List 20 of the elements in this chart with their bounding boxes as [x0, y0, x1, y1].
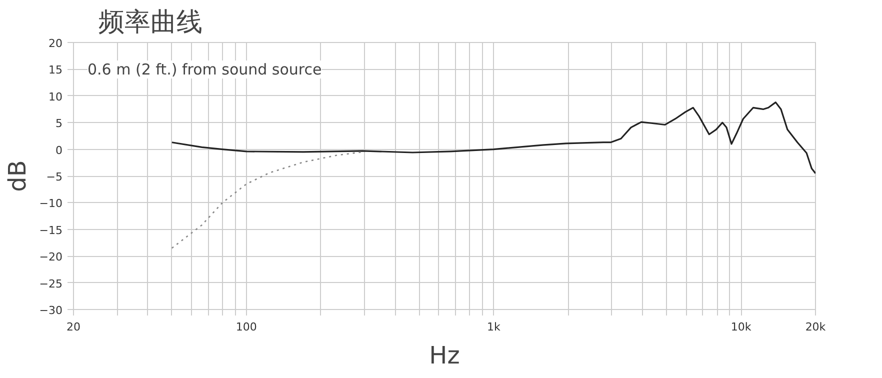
annotation: 0.6 m (2 ft.) from sound source: [88, 60, 322, 78]
y-tick-label: −25: [39, 277, 63, 290]
y-tick-label: −30: [39, 304, 63, 317]
y-axis-title: dB: [3, 160, 32, 192]
y-tick-label: 15: [48, 64, 63, 77]
y-tick-label: −15: [39, 224, 63, 237]
y-tick-label: 10: [48, 90, 63, 104]
y-tick-label: 20: [48, 37, 63, 50]
x-axis-title: Hz: [429, 342, 460, 370]
x-tick-label: 100: [236, 320, 257, 334]
y-tick-label: −5: [46, 170, 63, 184]
x-tick-label: 10k: [730, 320, 752, 334]
y-tick-label: −20: [39, 250, 63, 264]
y-tick-label: 5: [56, 117, 62, 130]
y-tick-label: 0: [56, 144, 62, 157]
chart-title: 频率曲线: [98, 8, 202, 38]
x-tick-label: 20: [66, 320, 80, 334]
x-tick-label: 1k: [487, 320, 502, 334]
x-tick-label: 20k: [805, 320, 826, 334]
y-tick-label: −10: [39, 197, 63, 210]
